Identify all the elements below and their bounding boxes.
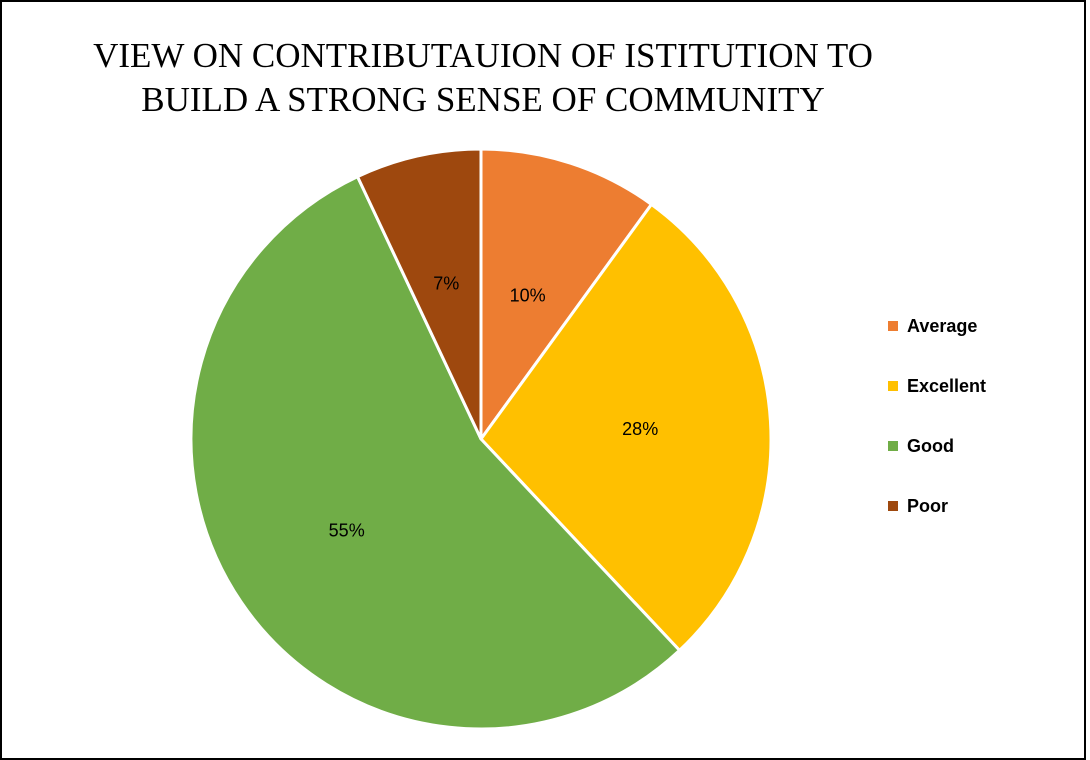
data-label-poor: 7% (433, 273, 459, 293)
chart-title-line-2: BUILD A STRONG SENSE OF COMMUNITY (141, 80, 825, 119)
pie-slice-poor (356, 147, 483, 441)
pie-slice-labels: 10% 28% 55% 7% (329, 273, 659, 540)
pie-slice-good (189, 175, 682, 731)
legend: Average Excellent Good Poor (888, 314, 986, 554)
data-label-excellent: 28% (622, 419, 658, 439)
legend-swatch-excellent (888, 381, 898, 391)
legend-swatch-good (888, 441, 898, 451)
legend-label-average: Average (907, 315, 978, 336)
legend-label-poor: Poor (907, 495, 949, 516)
pie-slice-average (479, 147, 653, 441)
legend-item-average: Average (888, 314, 986, 338)
legend-item-excellent: Excellent (888, 374, 986, 398)
data-label-average: 10% (510, 286, 546, 306)
legend-label-good: Good (907, 435, 954, 456)
legend-label-excellent: Excellent (907, 375, 987, 396)
legend-swatch-poor (888, 501, 898, 511)
pie-slice-excellent (479, 202, 773, 652)
legend-swatch-average (888, 321, 898, 331)
legend-item-poor: Poor (888, 494, 986, 518)
legend-item-good: Good (888, 434, 986, 458)
chart-title: VIEW ON CONTRIBUTAUION OF ISTITUTION TO … (0, 34, 966, 122)
chart-title-line-1: VIEW ON CONTRIBUTAUION OF ISTITUTION TO (93, 36, 873, 75)
pie-slices (189, 147, 773, 731)
data-label-good: 55% (329, 520, 365, 540)
